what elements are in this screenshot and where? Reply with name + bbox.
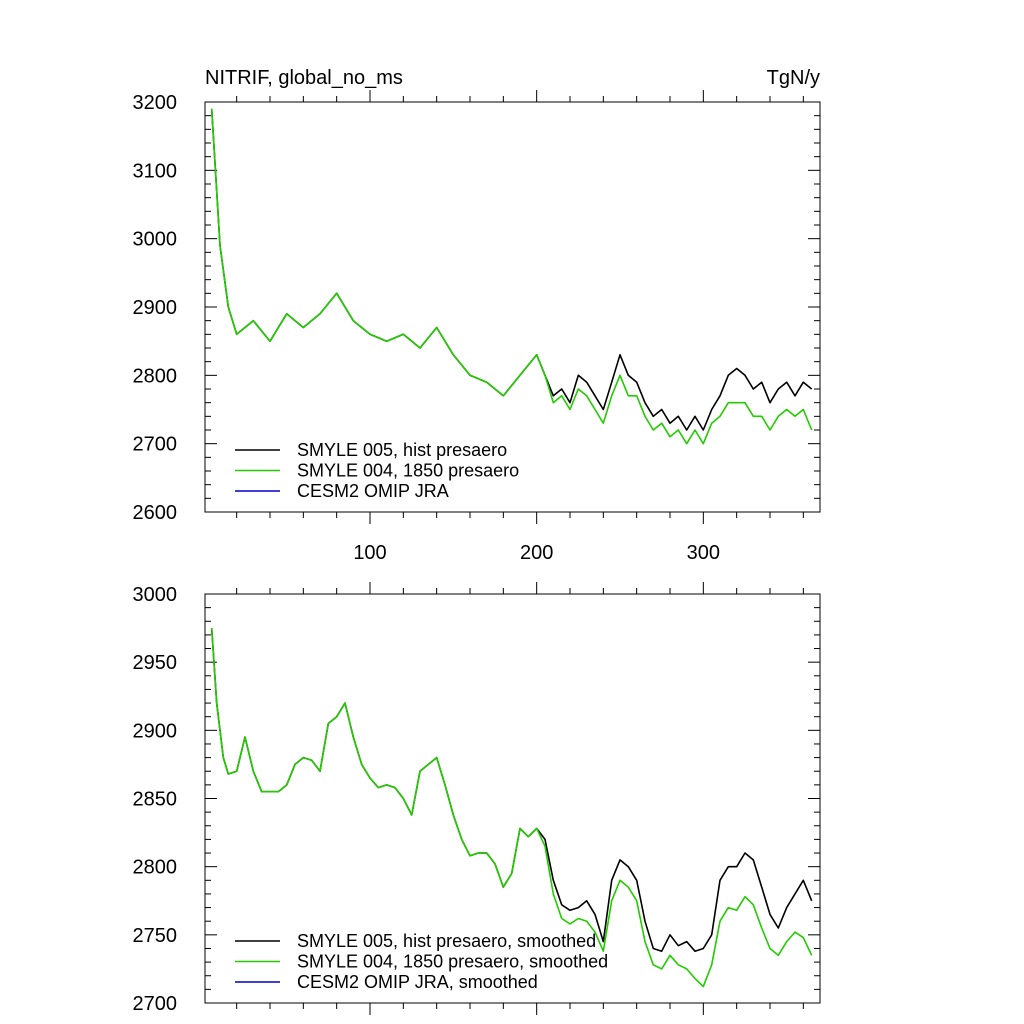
y-tick-label: 2800 — [133, 857, 178, 879]
chart-title: NITRIF, global_no_ms — [205, 67, 403, 89]
series-lines — [210, 108, 813, 445]
units-label: TgN/y — [767, 67, 820, 89]
chart-panel-2: 2700 2750 2800 2850 2900 2950 3000 SMYLE 005, h… — [133, 582, 821, 1015]
y-tick-label: 2700 — [133, 434, 178, 456]
x-tick-label: 300 — [687, 542, 720, 564]
series-line-1 — [210, 628, 813, 953]
chart-panel-1: 2600 2700 2800 2900 3000 3100 3200 100 200 300 NIT… — [133, 67, 821, 564]
series-line-2 — [210, 108, 813, 445]
legend-label: SMYLE 005, hist presaero — [297, 440, 507, 460]
y-tick-label: 2900 — [133, 720, 178, 742]
y-tick-label: 3000 — [133, 584, 178, 606]
legend-label: SMYLE 005, hist presaero, smoothed — [297, 931, 596, 951]
y-tick-label: 2800 — [133, 365, 178, 387]
y-tick-label: 2950 — [133, 652, 178, 674]
series-line-1 — [210, 108, 813, 431]
x-tick-label: 100 — [353, 542, 386, 564]
legend-label: SMYLE 004, 1850 presaero — [297, 461, 519, 481]
x-tick-label: 200 — [520, 542, 553, 564]
series-lines — [210, 628, 813, 988]
y-tick-label: 2600 — [133, 502, 178, 524]
y-tick-label: 2700 — [133, 993, 178, 1015]
y-tick-label: 2900 — [133, 297, 178, 319]
y-tick-label: 3000 — [133, 229, 178, 251]
legend: SMYLE 005, hist presaero, smoothedSMYLE … — [235, 931, 608, 992]
y-tick-label: 3100 — [133, 160, 178, 182]
y-tick-label: 2850 — [133, 789, 178, 811]
y-tick-label: 2750 — [133, 925, 178, 947]
y-tick-label: 3200 — [133, 92, 178, 114]
legend-label: SMYLE 004, 1850 presaero, smoothed — [297, 952, 608, 972]
legend-label: CESM2 OMIP JRA, smoothed — [297, 972, 538, 992]
series-line-2 — [210, 628, 813, 988]
legend-label: CESM2 OMIP JRA — [297, 481, 449, 501]
